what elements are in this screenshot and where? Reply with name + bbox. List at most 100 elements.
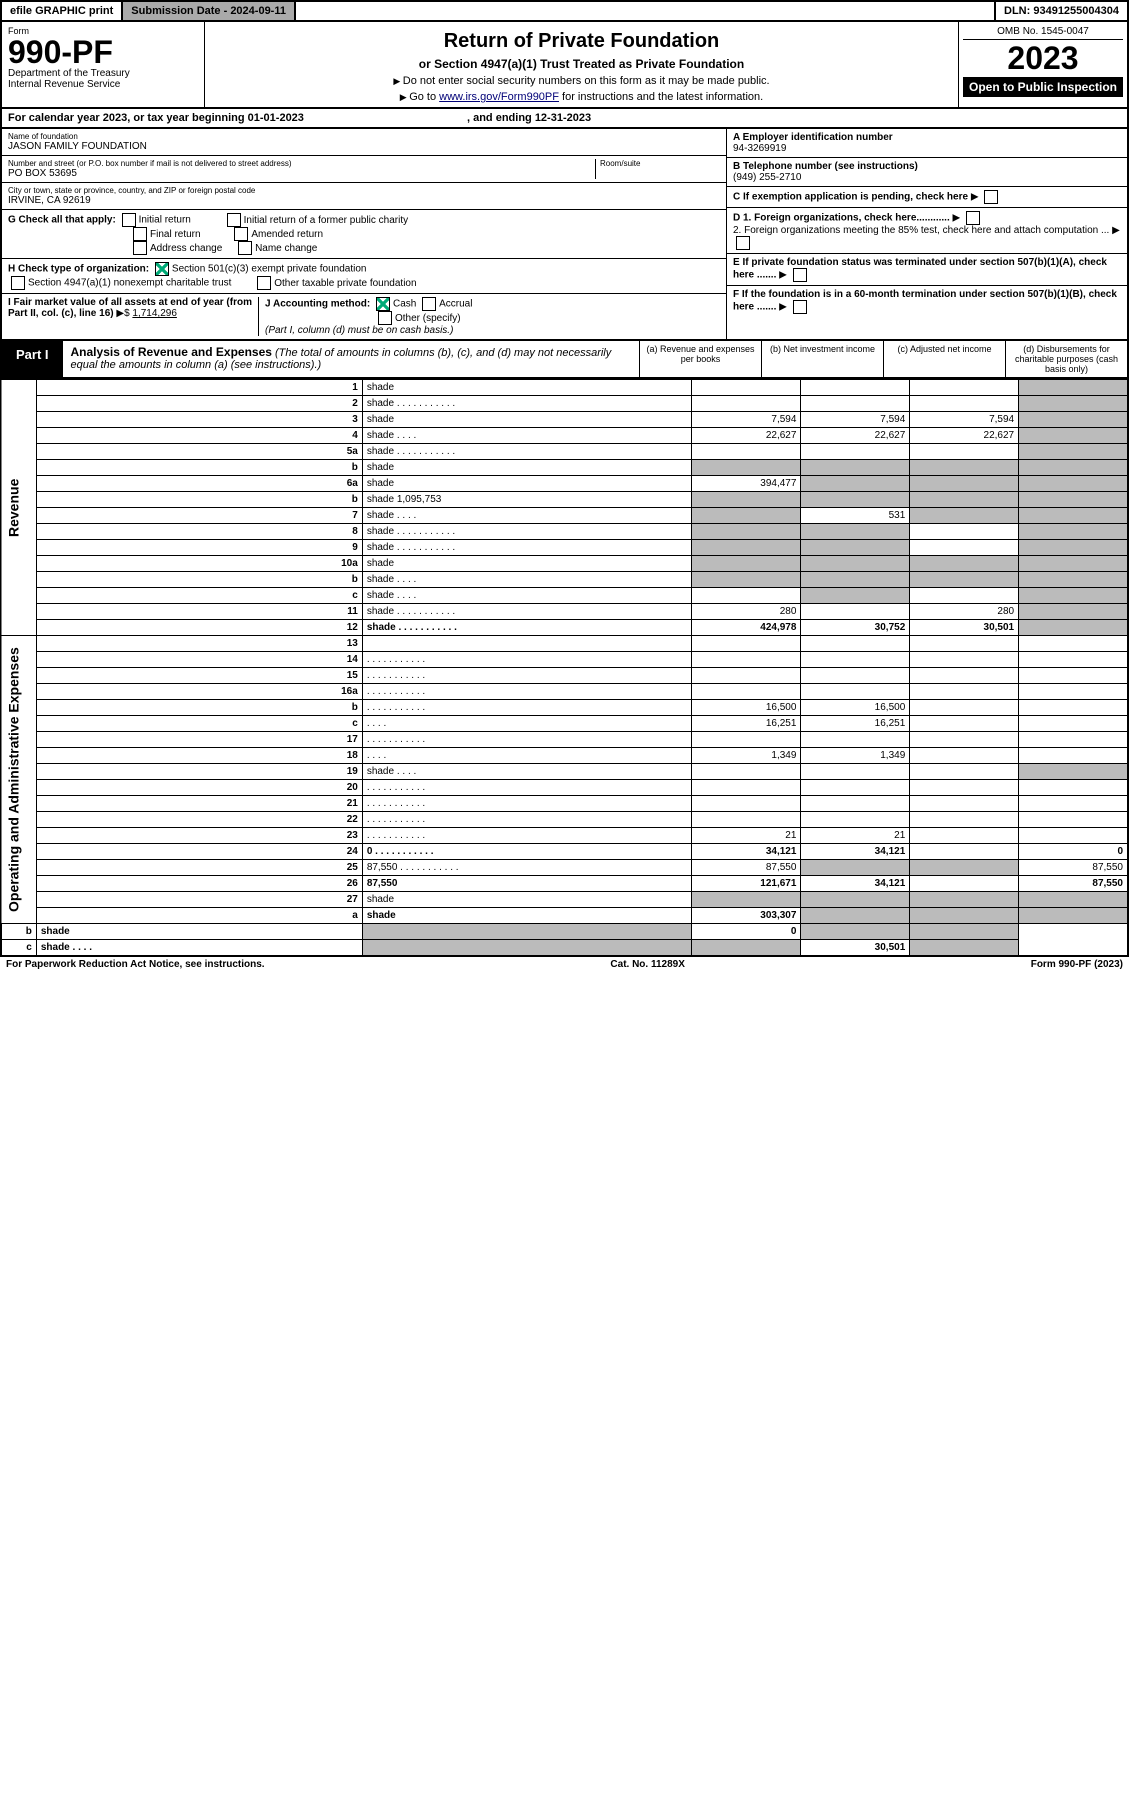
cell-c [910, 396, 1019, 412]
cell-a [691, 444, 801, 460]
cell-c [910, 524, 1019, 540]
cell-b [801, 604, 910, 620]
cell-b: 30,752 [801, 620, 910, 636]
cell-b [801, 908, 910, 924]
cell-c: 7,594 [910, 412, 1019, 428]
cell-b [801, 524, 910, 540]
footer-right: Form 990-PF (2023) [1031, 959, 1123, 970]
line-number: a [36, 908, 362, 924]
table-row: 7shade531 [1, 508, 1128, 524]
part1-header: Part I Analysis of Revenue and Expenses … [0, 341, 1129, 379]
cell-a [691, 668, 801, 684]
cb-accrual[interactable] [422, 297, 436, 311]
irs: Internal Revenue Service [8, 79, 198, 90]
cb-name[interactable] [238, 241, 252, 255]
cell-c [910, 716, 1019, 732]
cell-d [1019, 748, 1128, 764]
form-header: Form 990-PF Department of the Treasury I… [0, 22, 1129, 109]
cell-c [910, 764, 1019, 780]
cb-f[interactable] [793, 300, 807, 314]
cell-d [1019, 476, 1128, 492]
cb-final[interactable] [133, 227, 147, 241]
cell-c [801, 924, 910, 940]
line-number: 4 [36, 428, 362, 444]
cell-c [910, 684, 1019, 700]
cell-b [801, 540, 910, 556]
cb-d1[interactable] [966, 211, 980, 225]
table-row: b16,50016,500 [1, 700, 1128, 716]
cell-d [1019, 572, 1128, 588]
line-desc [362, 684, 691, 700]
cell-a [691, 892, 801, 908]
cell-b [801, 572, 910, 588]
cell-b: 7,594 [801, 412, 910, 428]
cell-a [691, 572, 801, 588]
section-d: D 1. Foreign organizations, check here..… [727, 208, 1127, 254]
cell-b [801, 668, 910, 684]
cb-501c3[interactable] [155, 262, 169, 276]
table-row: 2shade [1, 396, 1128, 412]
line-desc: shade [362, 476, 691, 492]
header-center: Return of Private Foundation or Section … [205, 22, 958, 107]
cb-address[interactable] [133, 241, 147, 255]
cell-a [691, 780, 801, 796]
line-number: 18 [36, 748, 362, 764]
cb-c[interactable] [984, 190, 998, 204]
line-desc: shade [362, 620, 691, 636]
line-number: 20 [36, 780, 362, 796]
cell-d [1019, 716, 1128, 732]
line-number: 12 [36, 620, 362, 636]
foundation-name: Name of foundation JASON FAMILY FOUNDATI… [2, 129, 726, 156]
cell-b [801, 652, 910, 668]
cell-d [1019, 396, 1128, 412]
cb-cash[interactable] [376, 297, 390, 311]
cell-c [910, 796, 1019, 812]
cell-b: 0 [691, 924, 801, 940]
cell-c [910, 876, 1019, 892]
phone-cell: B Telephone number (see instructions) (9… [727, 158, 1127, 187]
section-ij: I Fair market value of all assets at end… [2, 294, 726, 339]
cell-c [910, 780, 1019, 796]
line-desc: shade [362, 604, 691, 620]
table-row: 9shade [1, 540, 1128, 556]
cb-d2[interactable] [736, 236, 750, 250]
efile-label: efile GRAPHIC print [2, 2, 123, 20]
cb-amended[interactable] [234, 227, 248, 241]
cb-other-tax[interactable] [257, 276, 271, 290]
cb-other-acct[interactable] [378, 311, 392, 325]
table-row: 232121 [1, 828, 1128, 844]
cell-d [1019, 524, 1128, 540]
line-desc [362, 636, 691, 652]
cell-c [910, 652, 1019, 668]
table-row: 3shade7,5947,5947,594 [1, 412, 1128, 428]
cb-initial[interactable] [122, 213, 136, 227]
section-c: C If exemption application is pending, c… [727, 187, 1127, 208]
table-row: 17 [1, 732, 1128, 748]
cell-b [801, 732, 910, 748]
cell-c [910, 892, 1019, 908]
form-subtitle: or Section 4947(a)(1) Trust Treated as P… [209, 57, 954, 71]
line-desc [362, 652, 691, 668]
table-row: 5ashade [1, 444, 1128, 460]
cb-4947[interactable] [11, 276, 25, 290]
section-g: G Check all that apply: Initial return I… [2, 210, 726, 259]
address-row: Number and street (or P.O. box number if… [2, 156, 726, 183]
cell-b: 22,627 [801, 428, 910, 444]
cell-b [801, 764, 910, 780]
cell-b: 16,251 [801, 716, 910, 732]
cb-initial-former[interactable] [227, 213, 241, 227]
line-desc [362, 700, 691, 716]
cell-b [801, 684, 910, 700]
cell-a [362, 940, 691, 957]
cell-a: 7,594 [691, 412, 801, 428]
cell-a [691, 460, 801, 476]
cell-c: 22,627 [910, 428, 1019, 444]
line-desc: shade [362, 764, 691, 780]
cell-d [1019, 796, 1128, 812]
cell-d [1019, 908, 1128, 924]
cell-d: 87,550 [1019, 876, 1128, 892]
cell-d [1019, 764, 1128, 780]
cell-c [910, 380, 1019, 396]
irs-link[interactable]: www.irs.gov/Form990PF [439, 91, 559, 103]
cb-e[interactable] [793, 268, 807, 282]
